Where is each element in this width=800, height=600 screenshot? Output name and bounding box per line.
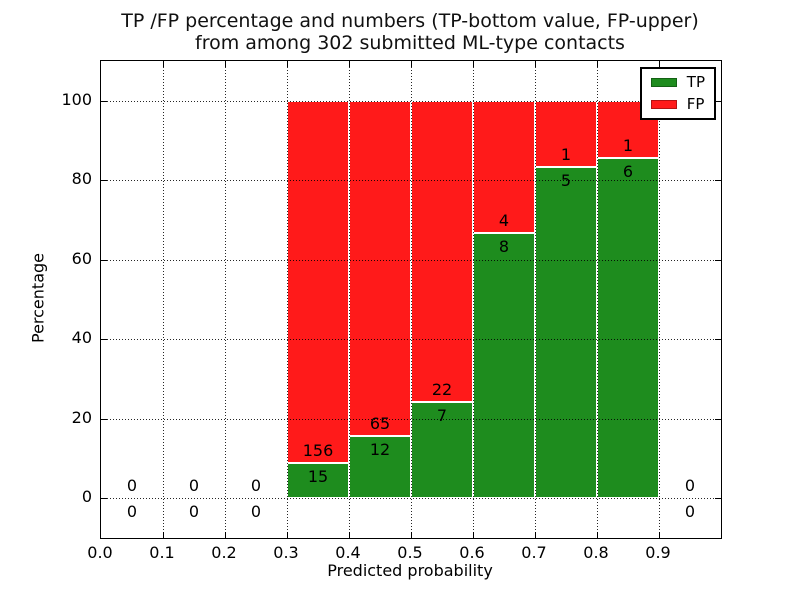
y-tick-right bbox=[715, 418, 721, 420]
y-tick-label: 100 bbox=[61, 89, 92, 109]
bar-fp-segment bbox=[349, 100, 411, 437]
x-tick-label: 0.8 bbox=[583, 543, 609, 562]
x-tick-bottom bbox=[535, 532, 536, 538]
x-tick-bottom bbox=[597, 532, 598, 538]
fp-count-label: 22 bbox=[431, 380, 453, 400]
tp-count-label: 0 bbox=[126, 502, 138, 522]
x-gridline bbox=[473, 61, 474, 538]
x-tick-top bbox=[659, 61, 660, 67]
y-tick-left bbox=[101, 339, 107, 341]
tp-count-label: 12 bbox=[369, 440, 391, 460]
tp-count-label: 0 bbox=[250, 502, 262, 522]
x-gridline bbox=[163, 61, 164, 538]
legend-swatch-tp bbox=[650, 78, 677, 87]
y-tick-right bbox=[715, 498, 721, 500]
y-tick-label: 0 bbox=[81, 487, 92, 507]
x-tick-label: 0.4 bbox=[335, 543, 361, 562]
x-gridline bbox=[411, 61, 412, 538]
x-tick-bottom bbox=[411, 532, 412, 538]
bar-tp-segment bbox=[287, 463, 349, 499]
tp-count-label: 0 bbox=[188, 502, 200, 522]
x-tick-label: 0.7 bbox=[521, 543, 547, 562]
legend-swatch-fp bbox=[650, 100, 677, 109]
x-tick-label: 0.5 bbox=[397, 543, 423, 562]
legend-label-tp: TP bbox=[686, 73, 705, 91]
y-tick-right bbox=[715, 259, 721, 261]
x-tick-top bbox=[163, 61, 164, 67]
x-axis-label: Predicted probability bbox=[327, 561, 493, 580]
fp-count-label: 4 bbox=[498, 211, 510, 231]
fp-count-label: 65 bbox=[369, 414, 391, 434]
x-tick-label: 0.9 bbox=[645, 543, 671, 562]
fp-count-label: 0 bbox=[684, 476, 696, 496]
y-tick-label: 20 bbox=[71, 407, 92, 427]
legend-item-tp: TP bbox=[650, 73, 705, 91]
tp-count-label: 7 bbox=[436, 406, 448, 426]
fp-count-label: 1 bbox=[560, 145, 572, 164]
tp-count-label: 8 bbox=[498, 237, 510, 257]
fp-count-label: 0 bbox=[250, 476, 262, 496]
x-tick-top bbox=[225, 61, 226, 67]
x-gridline bbox=[287, 61, 288, 538]
x-tick-top bbox=[535, 61, 536, 67]
x-tick-top bbox=[411, 61, 412, 67]
bar-tp-segment bbox=[535, 167, 597, 499]
x-gridline bbox=[535, 61, 536, 538]
x-tick-bottom bbox=[163, 532, 164, 538]
tp-count-label: 0 bbox=[684, 502, 696, 522]
x-tick-label: 0.3 bbox=[273, 543, 299, 562]
x-tick-label: 0.2 bbox=[211, 543, 237, 562]
x-tick-bottom bbox=[473, 532, 474, 538]
bar-fp-segment bbox=[411, 100, 473, 403]
y-tick-left bbox=[101, 418, 107, 420]
x-tick-top bbox=[349, 61, 350, 67]
bar-fp-segment bbox=[473, 100, 535, 234]
x-gridline bbox=[349, 61, 350, 538]
y-tick-left bbox=[101, 100, 107, 102]
y-tick-label: 40 bbox=[71, 328, 92, 348]
x-tick-bottom bbox=[225, 532, 226, 538]
y-tick-label: 60 bbox=[71, 248, 92, 268]
bar-fp-segment bbox=[287, 100, 349, 464]
y-tick-left bbox=[101, 259, 107, 261]
x-tick-bottom bbox=[659, 532, 660, 538]
tp-count-label: 5 bbox=[560, 171, 572, 190]
bar-tp-segment bbox=[349, 436, 411, 499]
fp-count-label: 0 bbox=[188, 476, 200, 496]
x-tick-label: 0.1 bbox=[149, 543, 175, 562]
legend-label-fp: FP bbox=[686, 95, 705, 113]
chart-title-line2: from among 302 submitted ML-type contact… bbox=[195, 32, 625, 54]
fp-count-label: 156 bbox=[302, 441, 334, 461]
legend-item-fp: FP bbox=[650, 95, 705, 113]
x-tick-top bbox=[287, 61, 288, 67]
x-tick-bottom bbox=[349, 532, 350, 538]
y-tick-right bbox=[715, 180, 721, 182]
y-tick-left bbox=[101, 498, 107, 500]
fp-count-label: 0 bbox=[126, 476, 138, 496]
fp-count-label: 1 bbox=[622, 135, 634, 155]
tp-count-label: 6 bbox=[622, 161, 634, 181]
x-tick-top bbox=[473, 61, 474, 67]
y-tick-right bbox=[715, 339, 721, 341]
bar-tp-segment bbox=[597, 157, 659, 499]
x-tick-label: 0.0 bbox=[87, 543, 113, 562]
x-tick-top bbox=[597, 61, 598, 67]
tp-count-label: 15 bbox=[307, 467, 329, 487]
bar-tp-segment bbox=[473, 233, 535, 499]
legend: TP FP bbox=[639, 67, 716, 120]
y-tick-left bbox=[101, 180, 107, 182]
chart-title-line1: TP /FP percentage and numbers (TP-bottom… bbox=[121, 10, 699, 32]
x-gridline bbox=[597, 61, 598, 538]
chart-title: TP /FP percentage and numbers (TP-bottom… bbox=[100, 10, 720, 54]
plot-area: 0 0 0 0 0 0 156 15 65 12 22 7 4 8 1 5 1 6 0 0 TP FP bbox=[100, 60, 722, 539]
x-gridline bbox=[659, 61, 660, 538]
y-tick-label: 80 bbox=[71, 169, 92, 189]
x-tick-label: 0.6 bbox=[459, 543, 485, 562]
x-tick-bottom bbox=[287, 532, 288, 538]
x-gridline bbox=[225, 61, 226, 538]
y-tick-right bbox=[715, 100, 721, 102]
